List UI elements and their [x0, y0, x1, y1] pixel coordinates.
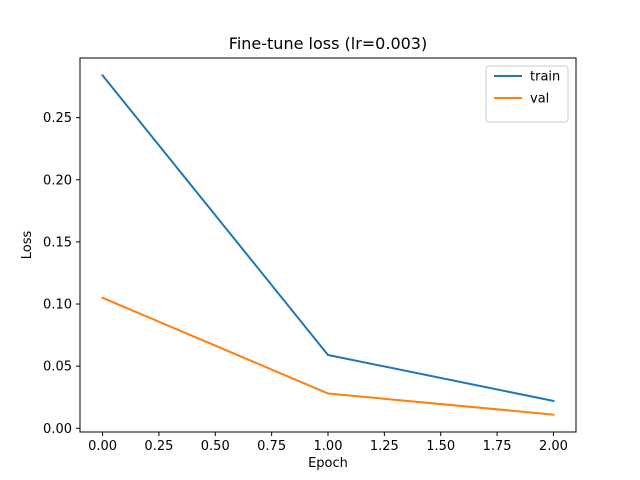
- y-tick-label: 0.05: [43, 360, 72, 375]
- y-tick-label: 0.25: [43, 111, 72, 126]
- x-axis-label: Epoch: [308, 456, 348, 471]
- x-tick-label: 1.00: [314, 439, 343, 454]
- x-tick-label: 1.25: [370, 439, 399, 454]
- legend-box: [485, 65, 569, 123]
- chart-title: Fine-tune loss (lr=0.003): [229, 34, 427, 53]
- x-tick-label: 0.25: [144, 439, 173, 454]
- series-line-train: [101, 73, 555, 403]
- y-axis-label: Loss: [20, 231, 35, 260]
- y-tick-label: 0.00: [43, 422, 72, 437]
- x-tick-label: 1.50: [426, 439, 455, 454]
- x-tick-label: 2.00: [539, 439, 568, 454]
- x-tick-label: 0.50: [201, 439, 230, 454]
- y-tick-label: 0.20: [43, 173, 72, 188]
- x-tick-label: 0.75: [257, 439, 286, 454]
- legend: train val: [485, 65, 569, 123]
- plot-area: 0.00 0.25 0.50 0.75 1.00 1.25 1.50 1.75 2.00 0.00…: [43, 57, 577, 454]
- legend-label-train: train: [530, 70, 560, 85]
- x-tick-label: 0.00: [88, 439, 117, 454]
- legend-label-val: val: [530, 92, 549, 107]
- y-tick-label: 0.15: [43, 235, 72, 250]
- series-line-val: [101, 296, 555, 416]
- x-tick-label: 1.75: [483, 439, 512, 454]
- y-tick-label: 0.10: [43, 298, 72, 313]
